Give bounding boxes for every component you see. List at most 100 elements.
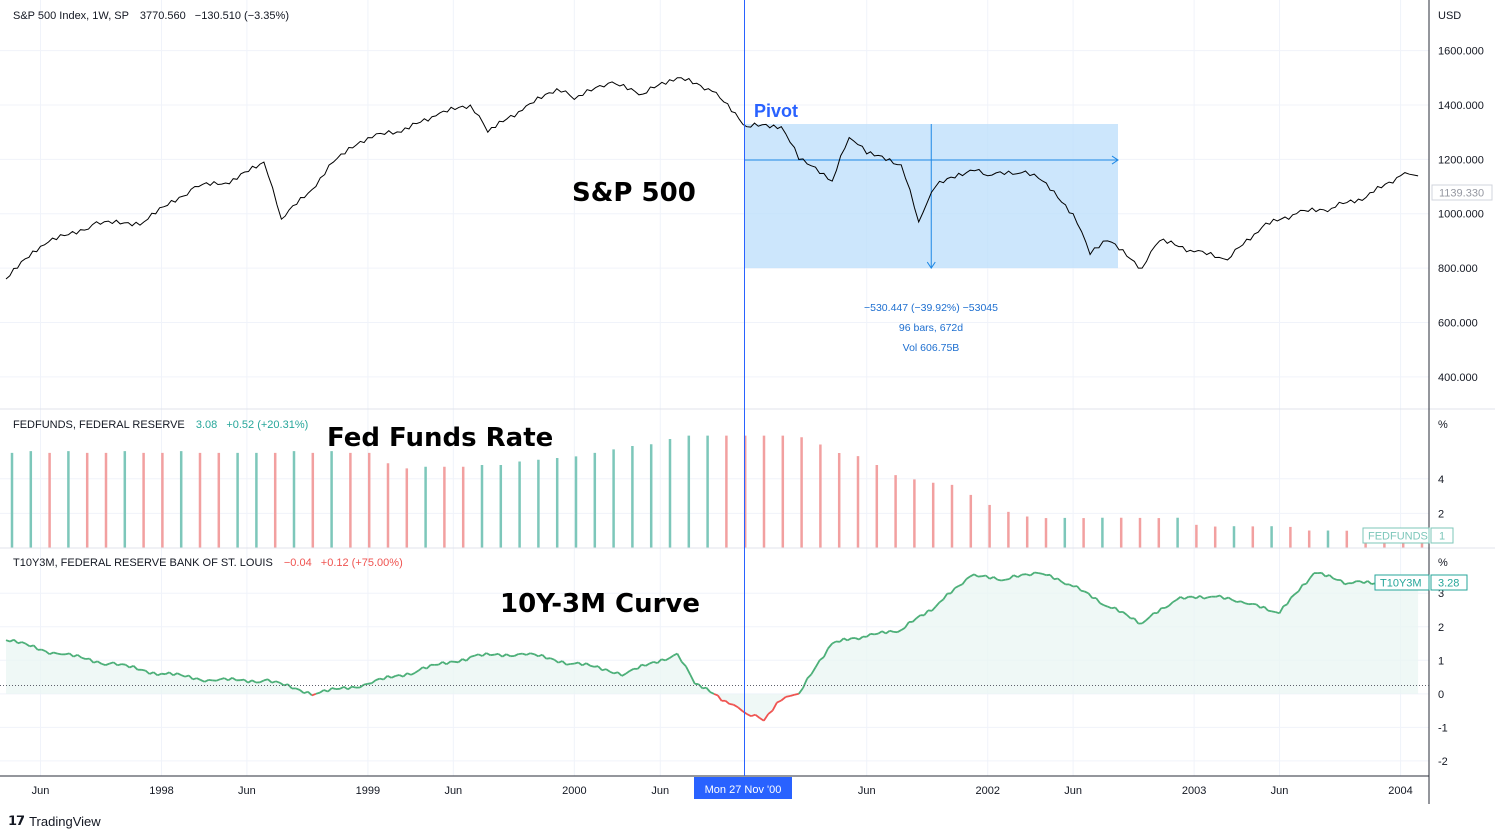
t10y3m-line-segment xyxy=(347,685,353,691)
t10y3m-line-segment xyxy=(454,660,459,664)
t10y3m-line-segment xyxy=(802,678,809,689)
t10y3m-line-segment xyxy=(21,641,27,645)
tradingview-brand[interactable]: 𝟭𝟳 TradingView xyxy=(8,813,101,829)
t10y3m-line-segment xyxy=(343,686,349,691)
t10y3m-line-segment xyxy=(676,653,683,663)
t10y3m-symbol-label[interactable]: T10Y3M, FEDERAL RESERVE BANK OF ST. LOUI… xyxy=(13,557,273,569)
t10y3m-line-segment xyxy=(1017,573,1023,578)
t10y3m-line-segment xyxy=(1183,596,1189,600)
fedfunds-symbol-label[interactable]: FEDFUNDS, FEDERAL RESERVE xyxy=(13,419,185,431)
t10y3m-line-segment xyxy=(637,663,643,670)
t10y3m-line-segment xyxy=(823,648,829,658)
t10y3m-line-segment xyxy=(585,662,591,667)
t10y3m-line-segment xyxy=(323,689,329,693)
t10y3m-line-segment xyxy=(445,660,452,666)
t10y3m-line-segment xyxy=(798,687,804,695)
t10y3m-line-segment xyxy=(204,679,209,683)
t10y3m-line-segment xyxy=(319,689,325,694)
t10y3m-line-segment xyxy=(165,671,170,676)
t10y3m-line-segment xyxy=(1008,574,1015,580)
price-tick-label: 1400.000 xyxy=(1438,100,1484,112)
t10y3m-line-segment xyxy=(839,637,845,643)
t10y3m-line-segment xyxy=(1275,611,1280,615)
t10y3m-line-segment xyxy=(819,656,825,661)
t10y3m-line-segment xyxy=(589,664,595,668)
t10y3m-line-segment xyxy=(537,653,543,658)
t10y3m-line-segment xyxy=(896,629,902,633)
price-tick-label: -1 xyxy=(1438,722,1448,734)
spx-symbol-label[interactable]: S&P 500 Index, 1W, SP xyxy=(13,10,129,22)
t10y3m-line-segment xyxy=(771,702,778,712)
t10y3m-line-segment xyxy=(1286,597,1292,605)
t10y3m-line-segment xyxy=(1114,606,1120,613)
t10y3m-legend[interactable]: T10Y3M, FEDERAL RESERVE BANK OF ST. LOUI… xyxy=(13,557,403,569)
t10y3m-line-segment xyxy=(1176,596,1182,601)
t10y3m-line-segment xyxy=(161,672,166,676)
t10y3m-line-segment xyxy=(785,695,791,698)
t10y3m-line-segment xyxy=(1025,573,1031,577)
t10y3m-line-segment xyxy=(505,653,511,658)
time-tick-label: Jun xyxy=(1271,785,1289,797)
t10y3m-line-segment xyxy=(1195,595,1201,600)
t10y3m-line-segment xyxy=(387,674,392,679)
t10y3m-line-segment xyxy=(1232,599,1238,603)
spx-price-axis: 400.000 600.000 800.000 1000.000 1200.000 140… xyxy=(1438,46,1484,384)
pivot-annotation[interactable]: Pivot xyxy=(754,101,798,121)
t10y3m-line-segment xyxy=(299,689,305,694)
t10y3m-line-segment xyxy=(629,668,635,672)
t10y3m-line-segment xyxy=(25,642,31,648)
t10y3m-line-segment xyxy=(1057,577,1063,583)
t10y3m-line-segment xyxy=(141,668,146,672)
t10y3m-line-segment xyxy=(129,664,134,669)
crosshair-date-label: Mon 27 Nov '00 xyxy=(705,784,782,796)
t10y3m-line-segment xyxy=(29,644,34,648)
t10y3m-line-segment xyxy=(993,576,999,581)
t10y3m-line-segment xyxy=(172,672,178,677)
t10y3m-line-segment xyxy=(915,614,921,619)
t10y3m-line-segment xyxy=(1294,590,1300,595)
t10y3m-line-segment xyxy=(465,656,471,662)
t10y3m-line-segment xyxy=(410,672,416,676)
t10y3m-line-segment xyxy=(923,609,929,616)
t10y3m-unit-label: % xyxy=(1438,557,1448,569)
t10y3m-line-segment xyxy=(513,653,519,657)
t10y3m-line-segment xyxy=(371,679,377,684)
fedfunds-annotation[interactable]: Fed Funds Rate xyxy=(327,423,553,453)
price-tick-label: 600.000 xyxy=(1438,317,1478,329)
spx-series xyxy=(5,77,1419,280)
t10y3m-line-segment xyxy=(68,652,75,658)
t10y3m-line-segment xyxy=(45,650,51,655)
t10y3m-line-segment xyxy=(1263,605,1269,612)
t10y3m-line-segment xyxy=(398,674,404,678)
t10y3m-line-segment xyxy=(1244,602,1250,606)
measurement-arrow-right-icon xyxy=(1111,155,1119,165)
t10y3m-area-fill xyxy=(6,572,1419,721)
t10y3m-line-segment xyxy=(144,669,151,675)
t10y3m-line-segment xyxy=(954,585,960,589)
t10y3m-line-segment xyxy=(935,601,941,608)
t10y3m-line-segment xyxy=(196,677,202,681)
t10y3m-line-segment xyxy=(13,639,19,644)
spx-change: −130.510 (−3.35%) xyxy=(195,10,289,22)
t10y3m-line-segment xyxy=(5,639,11,643)
price-tick-label: 2 xyxy=(1438,508,1444,520)
t10y3m-line-segment xyxy=(188,674,194,681)
t10y3m-line-segment xyxy=(1223,596,1229,600)
t10y3m-line-segment xyxy=(1122,611,1128,616)
t10y3m-line-segment xyxy=(395,674,400,677)
t10y3m-line-segment xyxy=(1260,605,1265,609)
t10y3m-line-segment xyxy=(1126,614,1132,620)
t10y3m-line-segment xyxy=(1207,595,1212,599)
currency-label[interactable]: USD xyxy=(1438,10,1461,22)
spx-annotation[interactable]: S&P 500 xyxy=(572,178,696,208)
time-tick-label: Jun xyxy=(858,785,876,797)
t10y3m-line-segment xyxy=(969,573,975,578)
t10y3m-line-segment xyxy=(152,671,159,677)
fedfunds-legend[interactable]: FEDFUNDS, FEDERAL RESERVE 3.08 +0.52 (+2… xyxy=(13,419,308,431)
spx-legend[interactable]: S&P 500 Index, 1W, SP 3770.560 −130.510 … xyxy=(13,10,289,22)
t10y3m-line-segment xyxy=(942,593,948,600)
t10y3m-line-segment xyxy=(239,678,245,682)
t10y3m-line-segment xyxy=(525,652,531,656)
t10y3m-annotation[interactable]: 10Y-3M Curve xyxy=(500,589,700,619)
t10y3m-line-segment xyxy=(295,687,301,691)
